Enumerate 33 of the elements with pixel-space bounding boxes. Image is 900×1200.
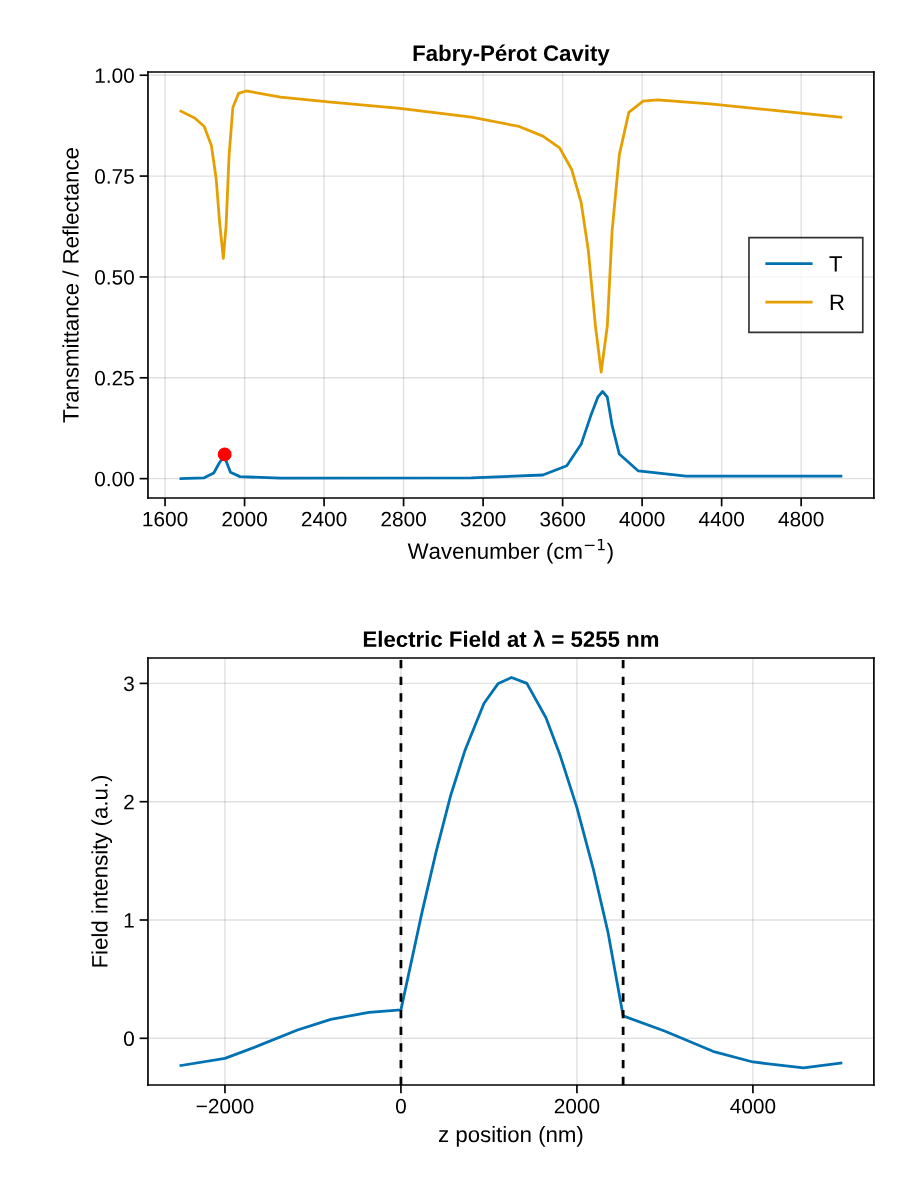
legend-label: R [830, 294, 844, 310]
y-tick-label: 3 [123, 676, 134, 692]
x-tick-label: 0 [395, 1098, 406, 1114]
y-tick-label: 1.00 [95, 68, 134, 83]
chart-title: Fabry-Pérot Cavity [413, 44, 610, 66]
line-series [179, 89, 843, 374]
y-tick-label: 0.75 [95, 169, 134, 184]
x-tick-label: 2000 [554, 1098, 600, 1114]
x-tick-label: 4400 [698, 511, 744, 527]
x-tick-label: 2400 [301, 511, 347, 527]
chart-title: Electric Field at λ = 5255 nm [363, 630, 659, 648]
y-tick-label: 0.00 [95, 471, 134, 487]
line-series [179, 390, 843, 481]
x-tick-label: 4000 [730, 1098, 776, 1114]
x-axis-title: z position (nm) [438, 1125, 583, 1147]
y-tick-label: 0.50 [95, 269, 134, 285]
x-tick-label: 2000 [222, 511, 267, 527]
y-tick-label: 0 [123, 1031, 134, 1047]
x-axis-title: Wavenumber (cm$^{−1}$) [407, 538, 613, 564]
x-tick-label: −2000 [196, 1098, 254, 1114]
x-tick-label: 2800 [381, 511, 426, 527]
x-tick-label: 1600 [143, 511, 188, 527]
y-tick-label: 2 [124, 794, 134, 810]
y-tick-label: 1 [124, 913, 134, 928]
y-tick-label: 0.25 [95, 370, 134, 386]
line-series [179, 676, 843, 1070]
x-tick-label: 4000 [619, 511, 665, 527]
x-tick-label: 3200 [460, 511, 506, 527]
y-axis-title: Transmittance / Reflectance [62, 148, 79, 423]
y-axis-title: Field intensity (a.u.) [91, 775, 113, 967]
x-tick-label: 3600 [540, 511, 585, 527]
legend-label: T [829, 256, 843, 272]
x-tick-label: 4800 [778, 511, 824, 527]
